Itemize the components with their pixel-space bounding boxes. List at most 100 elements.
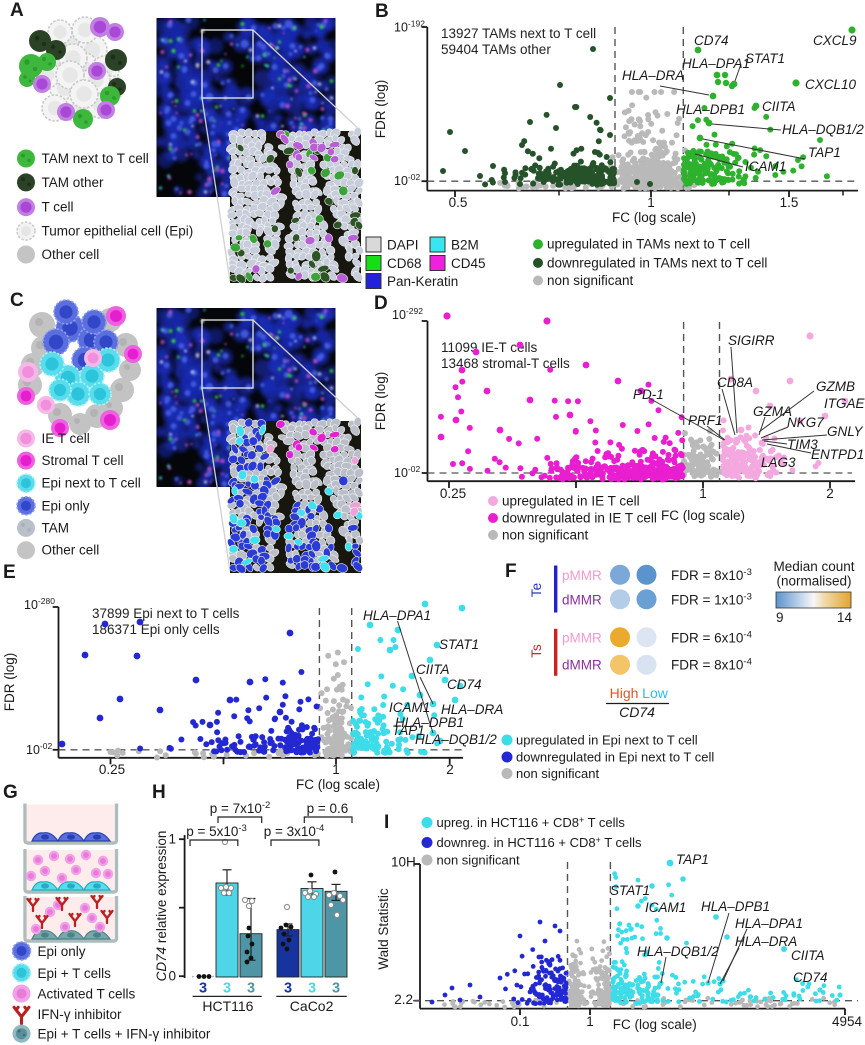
svg-text:CD74: CD74: [619, 704, 655, 720]
svg-text:ICAM1: ICAM1: [389, 700, 430, 715]
svg-text:E: E: [3, 562, 16, 583]
svg-text:FC (log scale): FC (log scale): [613, 1017, 697, 1032]
svg-text:STAT1: STAT1: [745, 51, 785, 66]
svg-text:GZMA: GZMA: [753, 404, 792, 419]
svg-text:CIITA: CIITA: [791, 948, 825, 963]
svg-text:dMMR: dMMR: [562, 658, 602, 673]
svg-text:PRF1: PRF1: [688, 413, 723, 428]
svg-text:GZMB: GZMB: [816, 379, 855, 394]
svg-text:3: 3: [284, 981, 292, 997]
svg-text:D: D: [374, 293, 388, 314]
svg-text:CXCL9: CXCL9: [813, 33, 857, 48]
svg-text:CD68: CD68: [387, 256, 422, 271]
svg-text:TAM: TAM: [42, 520, 70, 535]
svg-text:13468 stromal-T cells: 13468 stromal-T cells: [441, 356, 570, 371]
svg-text:DAPI: DAPI: [387, 238, 419, 253]
svg-text:NKG7: NKG7: [787, 415, 824, 430]
svg-text:0.1: 0.1: [511, 1014, 530, 1029]
svg-text:CIITA: CIITA: [416, 662, 450, 677]
svg-text:FC (log scale): FC (log scale): [296, 777, 380, 792]
svg-text:p = 3x10-4: p = 3x10-4: [264, 823, 325, 839]
svg-text:C: C: [10, 290, 24, 311]
svg-text:HLA–DPA1: HLA–DPA1: [735, 916, 803, 931]
svg-text:CaCo2: CaCo2: [290, 998, 334, 1014]
svg-text:non significant: non significant: [502, 528, 589, 543]
svg-text:downregulated in TAMs next to: downregulated in TAMs next to T cell: [547, 255, 767, 270]
svg-text:HLA–DRA: HLA–DRA: [622, 68, 684, 83]
svg-text:CD74 relative expression: CD74 relative expression: [154, 831, 169, 982]
svg-text:non significant: non significant: [516, 766, 599, 781]
svg-text:CD74: CD74: [447, 677, 482, 692]
svg-text:3: 3: [247, 981, 255, 997]
svg-text:3: 3: [308, 981, 316, 997]
svg-text:Other cell: Other cell: [42, 543, 100, 558]
svg-text:ENTPD1: ENTPD1: [811, 447, 864, 462]
svg-text:F: F: [505, 561, 517, 582]
svg-text:HLA–DRA: HLA–DRA: [441, 702, 503, 717]
svg-text:1.5: 1.5: [780, 195, 799, 210]
svg-text:1: 1: [699, 486, 707, 501]
svg-text:pMMR: pMMR: [562, 568, 602, 583]
svg-text:GNLY: GNLY: [827, 424, 864, 439]
svg-text:Other cell: Other cell: [42, 247, 100, 262]
svg-text:STAT1: STAT1: [610, 883, 650, 898]
svg-text:HLA–DQB1/2: HLA–DQB1/2: [782, 122, 864, 137]
svg-text:9: 9: [776, 610, 784, 625]
svg-text:IFN-γ inhibitor: IFN-γ inhibitor: [38, 1007, 123, 1022]
svg-text:1: 1: [586, 1014, 594, 1029]
svg-text:PD-1: PD-1: [633, 387, 664, 402]
svg-text:CD74: CD74: [793, 970, 828, 985]
svg-text:FC (log scale): FC (log scale): [612, 210, 696, 225]
svg-text:11099 IE-T cells: 11099 IE-T cells: [441, 340, 538, 355]
svg-text:CXCL10: CXCL10: [805, 77, 857, 92]
svg-text:TAM next to T cell: TAM next to T cell: [42, 151, 149, 166]
svg-text:LAG3: LAG3: [761, 455, 796, 470]
svg-text:2: 2: [826, 486, 834, 501]
svg-text:FDR (log): FDR (log): [373, 80, 388, 139]
svg-text:HLA–DPB1: HLA–DPB1: [395, 715, 464, 730]
svg-text:0.5: 0.5: [449, 195, 468, 210]
svg-text:Epi + T cells + IFN-γ inhibito: Epi + T cells + IFN-γ inhibitor: [38, 1027, 211, 1042]
svg-text:ITGAE: ITGAE: [824, 396, 865, 411]
svg-text:TIM3: TIM3: [787, 437, 818, 452]
svg-text:14: 14: [837, 610, 853, 625]
svg-text:3: 3: [199, 981, 207, 997]
svg-text:TAP1: TAP1: [392, 723, 425, 738]
svg-text:upregulated in TAMs next to T: upregulated in TAMs next to T cell: [547, 237, 750, 252]
svg-text:3: 3: [223, 981, 231, 997]
svg-text:Epi + T cells: Epi + T cells: [38, 966, 112, 981]
svg-text:2: 2: [446, 762, 454, 777]
svg-text:13927 TAMs next to T cell: 13927 TAMs next to T cell: [441, 26, 596, 41]
svg-text:HLA–DQB1/2: HLA–DQB1/2: [637, 944, 719, 959]
svg-text:0.25: 0.25: [440, 486, 466, 501]
svg-text:CD8A: CD8A: [717, 375, 753, 390]
svg-text:HLA–DPB1: HLA–DPB1: [676, 102, 745, 117]
svg-text:Median count: Median count: [773, 559, 854, 574]
svg-text:TAM other: TAM other: [42, 175, 105, 190]
svg-text:Wald Statistic: Wald Statistic: [376, 888, 391, 970]
svg-text:Ts: Ts: [529, 644, 544, 658]
svg-text:2.2: 2.2: [394, 992, 413, 1007]
svg-text:B2M: B2M: [451, 238, 479, 253]
svg-text:G: G: [3, 782, 18, 803]
svg-text:T cell: T cell: [42, 200, 74, 215]
svg-text:FDR = 8x10-3: FDR = 8x10-3: [671, 567, 752, 583]
svg-text:TAP1: TAP1: [808, 145, 841, 160]
svg-text:Pan-Keratin: Pan-Keratin: [387, 274, 458, 289]
svg-text:upregulated in IE T cell: upregulated in IE T cell: [502, 494, 640, 509]
svg-text:p = 0.6: p = 0.6: [307, 801, 349, 816]
svg-text:A: A: [10, 0, 24, 21]
svg-text:CD74: CD74: [694, 33, 729, 48]
svg-text:0.25: 0.25: [99, 762, 125, 777]
svg-text:59404 TAMs other: 59404 TAMs other: [441, 42, 551, 57]
svg-text:FDR = 1x10-3: FDR = 1x10-3: [671, 591, 752, 607]
svg-text:Te: Te: [529, 583, 544, 597]
svg-text:HLA–DQB1/2: HLA–DQB1/2: [415, 732, 497, 747]
svg-text:STAT1: STAT1: [439, 637, 479, 652]
svg-text:downregulated in Epi next to T: downregulated in Epi next to T cell: [516, 750, 714, 765]
svg-text:downregulated in IE T cell: downregulated in IE T cell: [502, 511, 657, 526]
svg-text:HLA–DPA1: HLA–DPA1: [682, 56, 750, 71]
svg-text:p = 7x10-2: p = 7x10-2: [210, 800, 271, 816]
svg-text:IE T cell: IE T cell: [42, 431, 90, 446]
svg-text:FDR (log): FDR (log): [2, 653, 17, 712]
